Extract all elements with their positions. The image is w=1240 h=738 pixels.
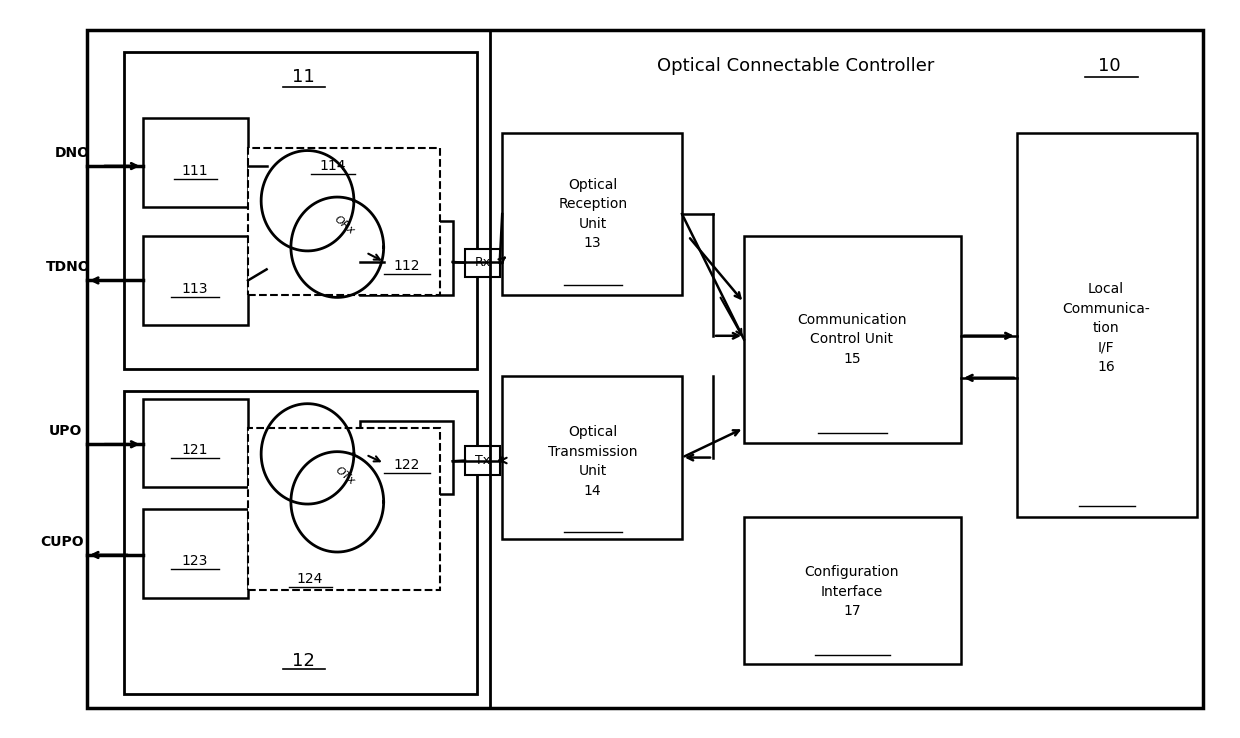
Text: 11: 11	[293, 69, 315, 86]
FancyBboxPatch shape	[124, 391, 477, 694]
Text: Optical
Transmission
Unit
14: Optical Transmission Unit 14	[548, 425, 637, 497]
Bar	[248, 148, 440, 295]
FancyBboxPatch shape	[465, 446, 500, 475]
Text: DNO: DNO	[55, 146, 89, 159]
FancyBboxPatch shape	[124, 52, 477, 369]
Text: Communication
Control Unit
15: Communication Control Unit 15	[797, 313, 906, 366]
FancyBboxPatch shape	[143, 509, 248, 598]
Text: 111: 111	[181, 165, 208, 178]
FancyBboxPatch shape	[465, 249, 500, 277]
Text: Rx: Rx	[474, 256, 491, 269]
Text: Optical Connectable Controller: Optical Connectable Controller	[657, 58, 940, 75]
FancyBboxPatch shape	[502, 376, 682, 539]
Text: 114: 114	[319, 159, 346, 173]
Bar	[248, 428, 440, 590]
FancyBboxPatch shape	[143, 236, 248, 325]
Text: Optical
Reception
Unit
13: Optical Reception Unit 13	[558, 178, 627, 250]
Text: 122: 122	[393, 458, 420, 472]
Text: UPO: UPO	[50, 424, 82, 438]
FancyBboxPatch shape	[87, 30, 1203, 708]
FancyBboxPatch shape	[360, 421, 453, 494]
Text: OTx: OTx	[334, 465, 356, 487]
Text: 123: 123	[181, 554, 208, 568]
Text: ORx: ORx	[332, 214, 357, 236]
Text: Tx: Tx	[475, 454, 490, 467]
FancyBboxPatch shape	[360, 221, 453, 295]
Text: 113: 113	[181, 283, 208, 296]
FancyBboxPatch shape	[744, 236, 961, 443]
Text: 12: 12	[293, 652, 315, 669]
Text: 124: 124	[296, 573, 324, 586]
Text: Local
Communica-
tion
I/F
16: Local Communica- tion I/F 16	[1063, 283, 1149, 374]
Text: 121: 121	[181, 444, 208, 457]
Text: CUPO: CUPO	[40, 535, 84, 548]
Text: TDNO: TDNO	[46, 261, 91, 274]
FancyBboxPatch shape	[143, 399, 248, 487]
Text: 10: 10	[1099, 58, 1121, 75]
Text: Configuration
Interface
17: Configuration Interface 17	[805, 565, 899, 618]
Text: 112: 112	[393, 259, 420, 272]
FancyBboxPatch shape	[143, 118, 248, 207]
FancyBboxPatch shape	[744, 517, 961, 664]
FancyBboxPatch shape	[1017, 133, 1197, 517]
FancyBboxPatch shape	[502, 133, 682, 295]
